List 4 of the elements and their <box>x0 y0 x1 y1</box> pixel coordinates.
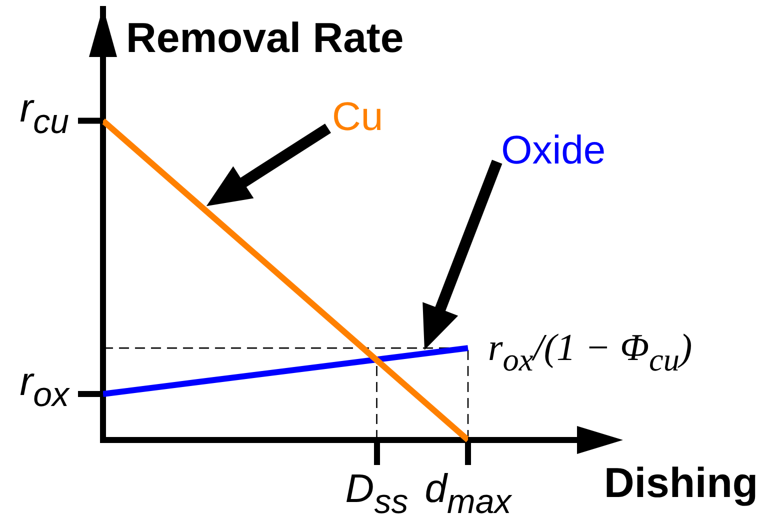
text: Cu <box>332 95 384 140</box>
text: Oxide <box>501 128 606 173</box>
y-axis-title: Removal Rate <box>126 14 404 61</box>
x-axis-title: Dishing <box>604 459 758 506</box>
